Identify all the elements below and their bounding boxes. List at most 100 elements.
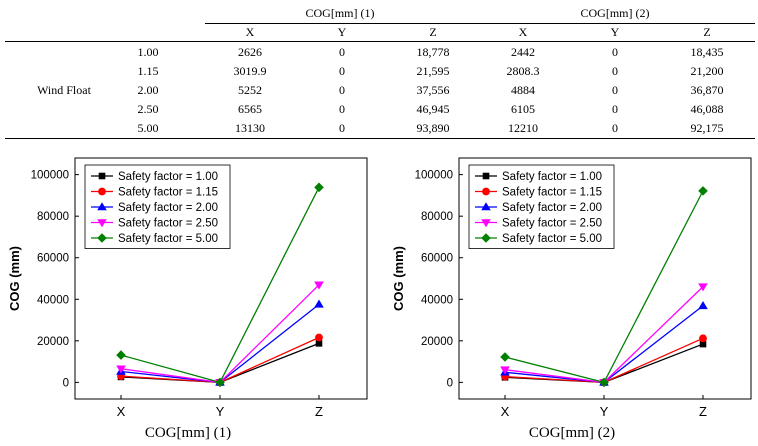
column-header: Z	[703, 25, 711, 39]
legend-label: Safety factor = 2.50	[118, 218, 218, 230]
chart-caption: COG[mm] (2)	[528, 425, 616, 441]
legend-label: Safety factor = 1.00	[118, 171, 218, 183]
data-point	[482, 187, 490, 196]
table-cell: 0	[339, 64, 345, 78]
table-cell: 93,890	[416, 121, 450, 135]
data-point	[500, 366, 510, 375]
column-header: Y	[337, 25, 347, 39]
legend-label: Safety factor = 2.00	[118, 202, 218, 214]
data-point	[98, 172, 106, 180]
row-factor: 5.00	[137, 121, 159, 135]
y-axis-label: COG (mm)	[391, 246, 406, 311]
table-cell: 0	[612, 83, 618, 97]
table-cell: 0	[612, 45, 618, 59]
data-point	[314, 299, 324, 308]
data-point	[481, 202, 491, 211]
row-factor: 1.00	[137, 45, 159, 59]
row-factor: 1.15	[137, 64, 159, 78]
column-header: X	[518, 25, 528, 39]
data-point	[698, 283, 708, 292]
x-tick-label: Z	[699, 404, 707, 419]
row-factor: 2.50	[137, 102, 159, 116]
data-point	[97, 233, 107, 243]
table-cell: 18,435	[690, 45, 724, 59]
data-point	[314, 182, 324, 193]
table-cell: 46,945	[416, 102, 450, 116]
x-tick-label: Y	[216, 404, 225, 419]
chart-svg: 0 20000 40000 60000 80000 100000 COG (mm) X Y Z Sa…	[7, 157, 368, 419]
data-point	[215, 377, 225, 388]
table-cell: 0	[612, 121, 618, 135]
data-point	[314, 281, 324, 290]
table-cell: 0	[612, 64, 618, 78]
y-axis-label: COG (mm)	[7, 246, 22, 311]
group-header-2: COG[mm] (2)	[580, 6, 650, 20]
y-tick-label: 0	[63, 377, 69, 389]
table-bottom-rule	[5, 138, 755, 139]
table-cell: 2442	[511, 45, 535, 59]
legend-label: Safety factor = 1.00	[502, 171, 602, 183]
table-cell: 6565	[238, 102, 262, 116]
plot-frame	[458, 157, 752, 400]
y-tick-label: 0	[447, 377, 453, 389]
y-tick-label: 40000	[421, 294, 453, 306]
data-point	[699, 340, 707, 348]
legend-label: Safety factor = 2.50	[502, 218, 602, 230]
y-tick-label: 20000	[37, 336, 69, 348]
plot-frame	[74, 157, 368, 400]
table-cell: 3019.9	[233, 64, 267, 78]
data-point	[116, 365, 126, 374]
table-cell: 0	[339, 45, 345, 59]
series-line	[120, 303, 320, 384]
data-point	[481, 233, 491, 243]
legend-label: Safety factor = 2.00	[502, 202, 602, 214]
table-cell: 0	[612, 102, 618, 116]
legend-label: Safety factor = 5.00	[502, 233, 602, 245]
table-cell: 0	[339, 121, 345, 135]
table-header-rule	[5, 41, 755, 42]
column-header: X	[245, 25, 255, 39]
cog-chart-2: 0 20000 40000 60000 80000 100000 COG (mm) X Y Z Sa…	[386, 148, 758, 446]
table-cell: 2808.3	[506, 64, 540, 78]
data-point	[315, 333, 323, 342]
column-header: Y	[610, 25, 620, 39]
table-cell: 46,088	[690, 102, 724, 116]
row-factor: 2.00	[137, 83, 159, 97]
y-tick-label: 40000	[37, 294, 69, 306]
chart-caption: COG[mm] (1)	[144, 425, 232, 441]
table-cell: 12210	[508, 121, 538, 135]
y-tick-label: 80000	[37, 211, 69, 223]
table-cell: 36,870	[690, 83, 724, 97]
data-point	[315, 340, 323, 347]
table-cell: 4884	[511, 83, 535, 97]
table-top-rule	[205, 23, 755, 24]
chart-svg: 0 20000 40000 60000 80000 100000 COG (mm) X Y Z Sa…	[391, 157, 752, 419]
y-tick-label: 100000	[415, 170, 453, 182]
table-cell: 0	[339, 83, 345, 97]
table-cell: 21,200	[690, 64, 724, 78]
x-tick-label: X	[501, 404, 510, 419]
data-point	[98, 187, 106, 196]
y-tick-label: 20000	[421, 336, 453, 348]
series-line	[120, 284, 320, 384]
column-header: Z	[429, 25, 437, 39]
table-cell: 6105	[511, 102, 535, 116]
cog-table: COG[mm] (1) COG[mm] (2) X Y Z X Y Z Wind…	[5, 3, 755, 139]
y-tick-label: 60000	[421, 253, 453, 265]
data-point	[97, 219, 107, 228]
series-line	[120, 336, 320, 384]
data-point	[482, 172, 490, 180]
legend-label: Safety factor = 1.15	[118, 187, 218, 199]
data-point	[500, 352, 510, 362]
table-cell: 0	[339, 102, 345, 116]
table-cell: 2626	[238, 45, 262, 59]
data-point	[97, 202, 107, 211]
legend-label: Safety factor = 5.00	[118, 233, 218, 245]
table-cell: 21,595	[416, 64, 450, 78]
row-group-label: Wind Float	[37, 83, 91, 97]
series-line	[504, 286, 704, 384]
legend-label: Safety factor = 1.15	[502, 187, 602, 199]
x-tick-label: X	[117, 404, 126, 419]
y-tick-label: 60000	[37, 253, 69, 265]
table-cell: 13130	[235, 121, 265, 135]
